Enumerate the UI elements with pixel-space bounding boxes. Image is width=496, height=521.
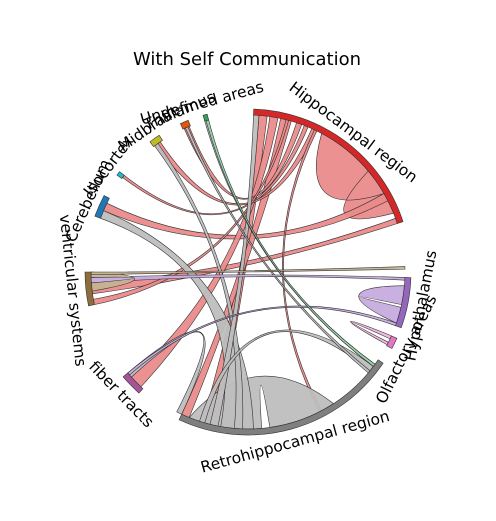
ribbon-layer <box>90 114 406 430</box>
arc-isocortex <box>116 171 125 180</box>
ribbon-ventricular-systems-24 <box>90 266 406 276</box>
arc-thalamus <box>180 119 191 130</box>
arc-fiber-tracts <box>122 372 144 394</box>
arc-hypothalamus <box>395 277 412 329</box>
arc-hippocampal-region <box>253 108 404 224</box>
arc-midbrain <box>149 134 163 148</box>
arc-olfactory-areas <box>386 335 398 349</box>
ribbon-olfactory-areas-22 <box>350 320 392 346</box>
arc-cerebellum <box>94 195 110 219</box>
arc-layer <box>84 108 412 436</box>
arc-retrohippocampal-region <box>178 359 384 436</box>
ribbon-hypothalamus-19 <box>358 285 405 324</box>
chart-title: With Self Communication <box>133 49 361 70</box>
arc-undefined-areas <box>202 113 210 122</box>
arc-ventricular-systems <box>84 271 95 307</box>
label-undefined-areas: Undefined areas <box>138 78 265 129</box>
